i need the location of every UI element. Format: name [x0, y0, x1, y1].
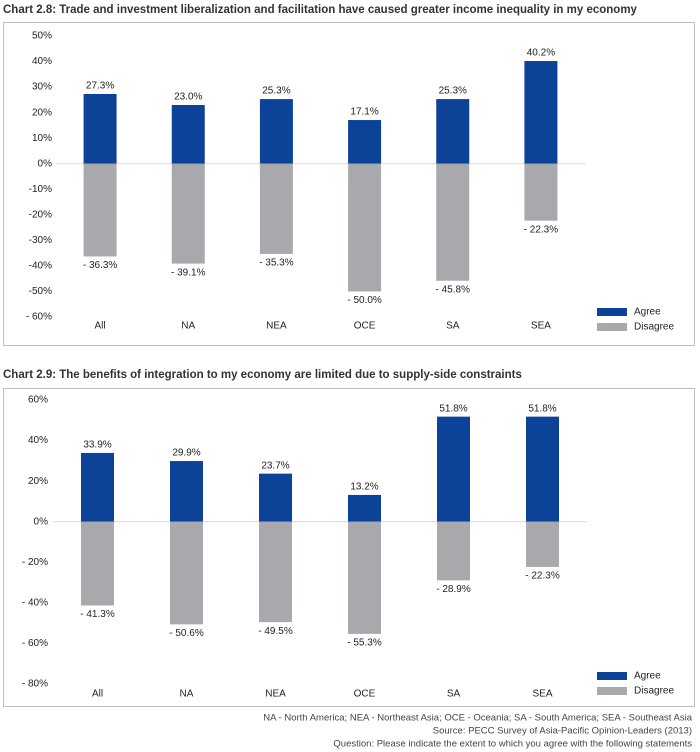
x-tick-label: OCE: [354, 321, 376, 332]
value-label: 23.0%: [174, 92, 202, 103]
y-tick-label: 60%: [28, 395, 48, 406]
value-label: - 22.3%: [525, 571, 560, 582]
value-label: - 50.6%: [169, 628, 204, 639]
legend-label: Disagree: [634, 686, 674, 697]
bar: [81, 521, 114, 606]
y-tick-label: 20%: [32, 107, 52, 118]
x-tick-label: NA: [180, 689, 194, 700]
value-label: - 22.3%: [524, 224, 559, 235]
bar: [83, 163, 117, 257]
question-note: Question: Please indicate the extent to …: [333, 739, 692, 750]
y-tick-label: 0%: [38, 158, 53, 169]
value-label: - 50.0%: [347, 295, 382, 306]
value-label: - 45.8%: [436, 284, 471, 295]
value-label: 27.3%: [86, 81, 114, 92]
bar: [437, 416, 470, 522]
x-tick-label: OCE: [354, 689, 376, 700]
bar: [171, 104, 205, 164]
y-tick-label: - 80%: [22, 679, 48, 690]
footnote: NA - North America; NEA - Northeast Asia…: [263, 713, 692, 724]
bar: [436, 99, 470, 164]
y-tick-label: 40%: [32, 56, 52, 67]
value-label: - 35.3%: [259, 258, 294, 269]
y-tick-label: - 20%: [22, 557, 48, 568]
x-tick-label: NEA: [266, 321, 287, 332]
y-tick-label: 40%: [28, 435, 48, 446]
value-label: - 41.3%: [80, 609, 115, 620]
value-label: - 55.3%: [347, 638, 382, 649]
value-label: 17.1%: [350, 107, 378, 118]
bar: [348, 163, 382, 292]
bar: [171, 163, 205, 264]
value-label: 23.7%: [261, 460, 289, 471]
value-label: - 39.1%: [171, 267, 206, 278]
x-tick-label: SEA: [532, 689, 552, 700]
bar: [170, 461, 203, 522]
value-label: - 36.3%: [83, 260, 118, 271]
chart-title: Chart 2.8: Trade and investment liberali…: [3, 4, 638, 16]
bar: [524, 163, 558, 221]
value-label: 40.2%: [527, 48, 555, 59]
y-tick-label: - 60%: [26, 312, 52, 323]
value-label: 25.3%: [439, 86, 467, 97]
x-tick-label: NEA: [265, 689, 286, 700]
y-tick-label: -30%: [29, 235, 52, 246]
bar: [170, 521, 203, 625]
bar: [259, 473, 292, 522]
bar: [348, 494, 381, 522]
bar: [437, 521, 470, 581]
chart-frame: [3, 22, 695, 346]
y-tick-label: 10%: [32, 133, 52, 144]
legend-swatch: [597, 308, 627, 316]
bar: [81, 452, 114, 522]
value-label: - 49.5%: [258, 626, 293, 637]
bar: [259, 521, 292, 623]
y-tick-label: 30%: [32, 82, 52, 93]
y-tick-label: 0%: [34, 516, 49, 527]
bar: [259, 163, 293, 254]
y-tick-label: 50%: [32, 31, 52, 42]
bar: [526, 521, 559, 567]
value-label: - 28.9%: [436, 584, 471, 595]
bar: [348, 521, 381, 634]
y-tick-label: -40%: [29, 261, 52, 272]
source-note: Source: PECC Survey of Asia-Pacific Opin…: [433, 726, 692, 737]
bar: [348, 120, 382, 164]
value-label: 13.2%: [350, 482, 378, 493]
value-label: 25.3%: [262, 86, 290, 97]
legend-label: Agree: [634, 671, 661, 682]
x-tick-label: SA: [446, 321, 460, 332]
bar: [83, 93, 117, 164]
y-tick-label: -50%: [29, 286, 52, 297]
y-tick-label: -10%: [29, 184, 52, 195]
x-tick-label: All: [92, 689, 103, 700]
bar: [259, 99, 293, 164]
chart-frame: [3, 388, 695, 707]
value-label: 33.9%: [83, 440, 111, 451]
value-label: 29.9%: [172, 448, 200, 459]
y-tick-label: -20%: [29, 209, 52, 220]
legend-swatch: [597, 687, 627, 695]
y-tick-label: - 40%: [22, 597, 48, 608]
y-tick-label: 20%: [28, 476, 48, 487]
legend-label: Disagree: [634, 322, 674, 333]
x-tick-label: SA: [447, 689, 461, 700]
x-tick-label: All: [95, 321, 106, 332]
legend-label: Agree: [634, 307, 661, 318]
x-tick-label: SEA: [531, 321, 551, 332]
bar: [436, 163, 470, 281]
y-tick-label: - 60%: [22, 638, 48, 649]
x-tick-label: NA: [181, 321, 195, 332]
value-label: 51.8%: [528, 403, 556, 414]
legend-swatch: [597, 672, 627, 680]
bar: [526, 416, 559, 522]
value-label: 51.8%: [439, 403, 467, 414]
chart-title: Chart 2.9: The benefits of integration t…: [3, 369, 522, 381]
legend-swatch: [597, 323, 627, 331]
bar: [524, 61, 558, 164]
